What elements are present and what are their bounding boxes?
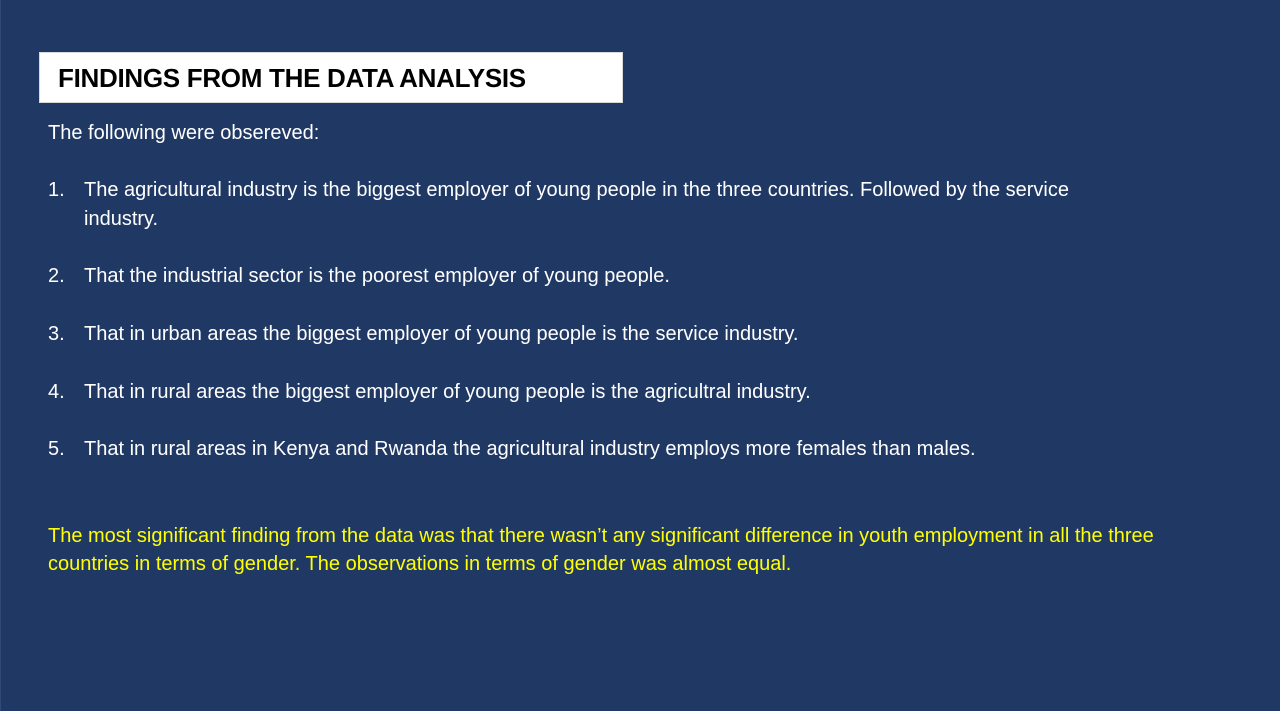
finding-text: That in urban areas the biggest employer… [84,323,799,345]
finding-number: 3. [48,323,65,345]
key-finding-text: The most significant finding from the da… [48,525,1154,575]
slide-title: FINDINGS FROM THE DATA ANALYSIS [58,63,526,93]
finding-number: 5. [48,438,65,460]
title-box: FINDINGS FROM THE DATA ANALYSIS [39,52,623,103]
finding-item: 4. That in rural areas the biggest emplo… [48,378,1148,407]
finding-text: That in rural areas the biggest employer… [84,381,811,403]
finding-item: 3. That in urban areas the biggest emplo… [48,320,1148,349]
finding-item: 5. That in rural areas in Kenya and Rwan… [48,435,1148,464]
intro-text: The following were obsereved: [48,122,320,144]
finding-number: 4. [48,381,65,403]
finding-text: That in rural areas in Kenya and Rwanda … [84,438,976,460]
finding-text: The agricultural industry is the biggest… [84,179,1069,230]
finding-number: 2. [48,265,65,287]
finding-number: 1. [48,179,65,201]
finding-item: 2. That the industrial sector is the poo… [48,262,1148,291]
finding-text: That the industrial sector is the poores… [84,265,670,287]
finding-item: 1. The agricultural industry is the bigg… [48,176,1148,234]
